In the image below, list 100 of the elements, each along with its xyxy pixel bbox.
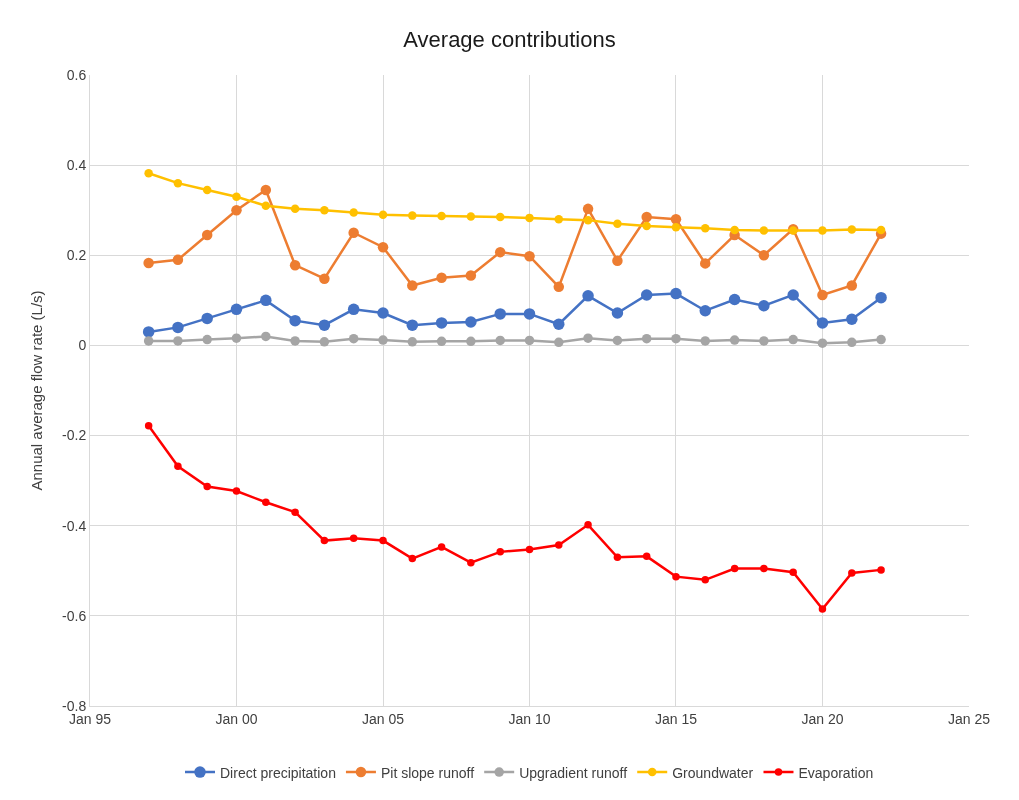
point (496, 548, 504, 556)
point (818, 226, 827, 235)
point (640, 289, 653, 301)
point (467, 558, 475, 567)
chart-title: Average contributions (403, 27, 616, 53)
point (437, 211, 446, 221)
point (759, 226, 769, 235)
y-tick-label: 0.4 (66, 157, 87, 174)
point (172, 321, 184, 334)
x-tick-label: Jan 00 (215, 710, 258, 727)
point (466, 336, 476, 347)
point (436, 336, 447, 347)
point (379, 536, 387, 545)
point (319, 273, 330, 284)
y-tick-label: -0.2 (62, 427, 87, 444)
point (494, 308, 506, 320)
legend-label: Direct precipitation (220, 764, 336, 781)
point (231, 333, 242, 343)
point (320, 536, 329, 545)
point (289, 259, 301, 271)
point (202, 334, 212, 345)
y-tick-label: -0.4 (62, 517, 87, 534)
point (525, 545, 534, 554)
point (728, 293, 741, 306)
point (613, 553, 622, 562)
point (291, 508, 299, 516)
point (348, 333, 359, 344)
point (671, 333, 681, 344)
point (230, 303, 243, 316)
point (260, 294, 272, 307)
point (289, 314, 301, 327)
point (523, 308, 536, 320)
point (641, 333, 652, 344)
point (378, 210, 388, 219)
point (201, 229, 213, 241)
legend-label: Evaporation (798, 764, 874, 781)
point (232, 487, 241, 495)
point (290, 336, 300, 346)
y-tick-label: 0.2 (66, 247, 87, 264)
point (846, 280, 858, 291)
point (847, 337, 857, 348)
point (818, 605, 827, 613)
point (378, 335, 388, 345)
point (554, 337, 564, 348)
point (203, 482, 211, 491)
point (262, 498, 270, 507)
point (495, 335, 505, 346)
point (524, 250, 535, 262)
point (290, 204, 300, 214)
y-axis-title: Annual average flow rate (L/s) (28, 290, 46, 491)
point (465, 270, 477, 281)
point (612, 335, 623, 346)
point (672, 572, 680, 581)
point (582, 203, 594, 215)
point (465, 316, 477, 328)
point (554, 214, 564, 224)
point (846, 313, 858, 326)
point (583, 333, 593, 343)
legend-label: Groundwater (672, 764, 754, 781)
point (377, 307, 389, 319)
point (407, 337, 418, 347)
point (524, 335, 535, 346)
y-tick-label: -0.6 (62, 607, 87, 624)
point (466, 212, 476, 221)
x-tick-label: Jan 10 (508, 710, 551, 727)
x-tick-label: Jan 25 (947, 710, 991, 727)
point (349, 208, 358, 217)
point (699, 304, 711, 317)
point (201, 312, 213, 325)
legend-label: Upgradient runoff (519, 764, 628, 781)
point (495, 212, 505, 222)
point (435, 317, 448, 329)
point (642, 552, 651, 561)
point (436, 272, 447, 284)
point (670, 287, 682, 300)
point (232, 192, 241, 201)
point (173, 336, 183, 346)
point (670, 213, 682, 225)
point (408, 211, 417, 220)
point (701, 576, 709, 584)
point (261, 201, 271, 210)
point (787, 289, 799, 301)
point (174, 462, 182, 470)
point (172, 254, 184, 266)
point (700, 336, 710, 346)
point (612, 255, 623, 266)
point (555, 541, 563, 549)
x-tick-label: Jan 20 (801, 710, 844, 727)
point (788, 334, 798, 345)
point (641, 211, 652, 223)
point (319, 337, 330, 347)
point (525, 213, 534, 223)
point (876, 334, 886, 345)
point (817, 289, 828, 301)
point (406, 319, 419, 331)
point (494, 246, 506, 258)
point (349, 534, 358, 543)
point (144, 169, 153, 178)
point (758, 250, 770, 261)
point (701, 223, 710, 233)
